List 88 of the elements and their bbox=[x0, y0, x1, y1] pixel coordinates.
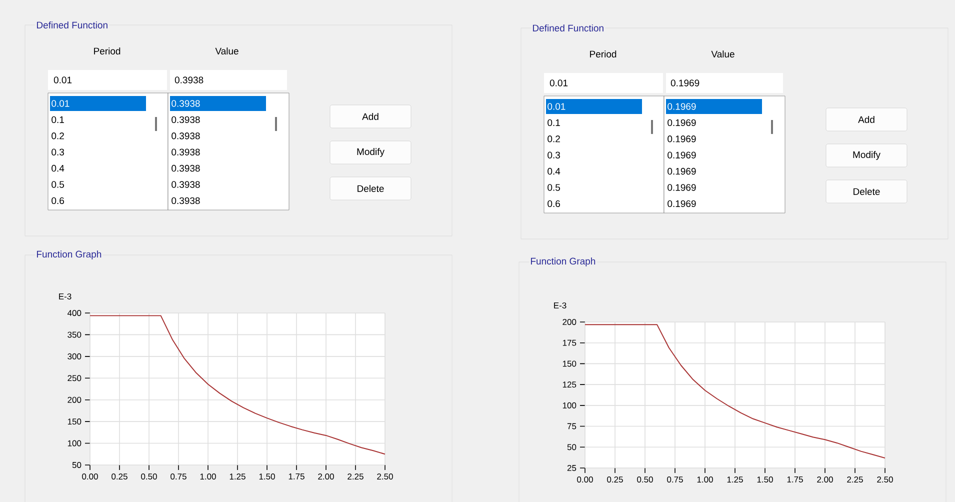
y-tick-label: 350 bbox=[68, 332, 82, 338]
y-tick-label: 200 bbox=[562, 318, 576, 325]
y-tick-label: 100 bbox=[562, 402, 576, 408]
text: 0.1 bbox=[52, 116, 64, 124]
y-tick-label: 100 bbox=[68, 440, 82, 446]
text: 0.3 bbox=[52, 148, 64, 156]
x-tick-label: 2.00 bbox=[318, 474, 334, 480]
text: Value bbox=[215, 48, 238, 54]
text: 0.1969 bbox=[668, 103, 696, 110]
y-tick-label: 75 bbox=[567, 423, 576, 430]
text: 0.3938 bbox=[172, 148, 200, 156]
text: 0.1969 bbox=[668, 152, 696, 158]
text: 0.5 bbox=[52, 181, 64, 188]
x-tick-label: 0.75 bbox=[170, 474, 186, 480]
text: 0.01 bbox=[548, 103, 566, 110]
text: Period bbox=[590, 50, 616, 58]
y-tick-label: 50 bbox=[72, 462, 82, 468]
x-tick-label: 0.00 bbox=[577, 476, 593, 483]
text: 0.3938 bbox=[172, 181, 200, 188]
text: 0.01 bbox=[54, 76, 72, 84]
x-tick-label: 0.50 bbox=[637, 476, 653, 483]
x-tick-label: 0.75 bbox=[667, 476, 683, 483]
text: 0.2 bbox=[52, 132, 64, 140]
text: 0.01 bbox=[52, 100, 70, 107]
text: 0.3938 bbox=[174, 76, 204, 84]
y-tick-label: 50 bbox=[567, 444, 576, 450]
y-tick-label: 25 bbox=[567, 464, 576, 471]
y-tick-label: 300 bbox=[68, 353, 82, 360]
text: Period bbox=[94, 48, 120, 54]
text: 0.1969 bbox=[668, 168, 696, 175]
x-tick-label: 2.00 bbox=[817, 476, 833, 483]
text: 0.2 bbox=[548, 136, 560, 142]
text: 0.3938 bbox=[172, 132, 200, 140]
text: 0.1969 bbox=[668, 200, 696, 208]
text: 0.1969 bbox=[668, 119, 696, 126]
text: Defined Function bbox=[36, 22, 108, 28]
x-tick-label: 1.75 bbox=[787, 476, 803, 482]
text: 0.1969 bbox=[668, 184, 696, 191]
text: 0.3 bbox=[548, 152, 560, 158]
text: Defined Function bbox=[532, 24, 604, 32]
text: 0.4 bbox=[548, 168, 560, 175]
y-tick-label: 175 bbox=[562, 340, 576, 346]
x-tick-label: 0.50 bbox=[141, 474, 157, 480]
text: Modify bbox=[357, 148, 384, 157]
x-tick-label: 2.50 bbox=[377, 474, 393, 480]
y-axis-title: E-3 bbox=[59, 293, 72, 300]
y-tick-label: 125 bbox=[562, 382, 576, 388]
y-tick-label: 400 bbox=[67, 310, 82, 316]
text: 0.1 bbox=[548, 119, 560, 126]
text: Delete bbox=[854, 188, 880, 195]
text: 0.3938 bbox=[172, 116, 200, 124]
x-tick-label: 1.50 bbox=[259, 474, 275, 480]
x-tick-label: 2.25 bbox=[847, 476, 863, 483]
x-tick-label: 1.00 bbox=[200, 474, 216, 480]
y-tick-label: 250 bbox=[68, 375, 82, 382]
x-tick-label: 1.25 bbox=[230, 474, 246, 480]
x-tick-label: 1.25 bbox=[727, 476, 743, 483]
text: 0.5 bbox=[548, 184, 560, 191]
text: Value bbox=[711, 50, 734, 58]
x-tick-label: 1.00 bbox=[697, 476, 713, 483]
text: 0.01 bbox=[550, 80, 568, 86]
text: Delete bbox=[358, 185, 384, 192]
x-tick-label: 0.00 bbox=[82, 474, 98, 480]
text: 0.3938 bbox=[172, 100, 200, 107]
x-tick-label: 2.50 bbox=[877, 476, 893, 483]
text: 0.6 bbox=[52, 197, 64, 204]
y-tick-label: 200 bbox=[68, 396, 82, 403]
chart-title: Function Graph bbox=[36, 250, 102, 260]
x-tick-label: 0.25 bbox=[112, 474, 128, 480]
text: 0.6 bbox=[548, 200, 560, 208]
x-tick-label: 2.25 bbox=[348, 474, 364, 480]
x-tick-label: 0.25 bbox=[607, 476, 623, 483]
x-tick-label: 1.75 bbox=[288, 474, 304, 480]
line-series bbox=[585, 324, 885, 458]
y-tick-label: 150 bbox=[562, 360, 576, 367]
y-tick-label: 150 bbox=[68, 418, 82, 425]
text: 0.1969 bbox=[668, 136, 696, 142]
text: 0.3938 bbox=[172, 164, 200, 172]
text: 0.1969 bbox=[670, 80, 700, 86]
line-series bbox=[90, 315, 386, 455]
x-tick-label: 1.50 bbox=[757, 476, 773, 483]
text: Modify bbox=[853, 151, 880, 160]
text: Add bbox=[362, 113, 378, 120]
chart-title: Function Graph bbox=[530, 258, 596, 266]
text: 0.3938 bbox=[172, 197, 200, 204]
text: Add bbox=[858, 116, 874, 123]
text: 0.4 bbox=[52, 164, 64, 172]
y-axis-title: E-3 bbox=[554, 302, 566, 308]
